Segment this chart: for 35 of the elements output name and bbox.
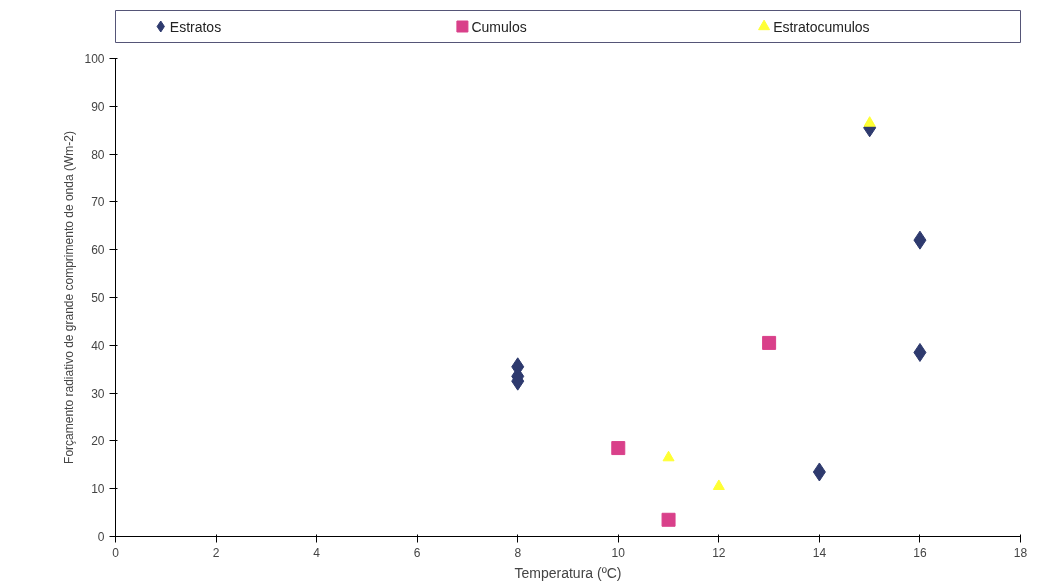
- y-tick-label: 90: [91, 99, 105, 114]
- y-tick-label: 70: [91, 195, 105, 210]
- point: [662, 450, 675, 462]
- x-tick-label: 2: [212, 545, 220, 560]
- point: [661, 512, 676, 527]
- x-tick-label: 14: [812, 545, 827, 560]
- y-tick-label: 100: [84, 52, 105, 66]
- legend-label: Estratos: [169, 18, 222, 35]
- y-tick-label: 60: [91, 243, 105, 258]
- x-tick-label: 4: [313, 545, 321, 560]
- x-tick-label: 16: [913, 545, 927, 560]
- point: [812, 462, 826, 482]
- point: [913, 342, 927, 362]
- x-tick-label: 12: [712, 545, 726, 560]
- point: [762, 335, 777, 350]
- x-axis-title: Temperatura (ºC): [514, 564, 622, 581]
- y-tick-label: 80: [91, 147, 105, 162]
- legend-label: Estratocumulos: [773, 18, 870, 35]
- y-tick-label: 40: [91, 338, 105, 353]
- x-tick-label: 10: [611, 545, 626, 560]
- legend-label: Cumulos: [471, 18, 527, 35]
- y-tick-label: 0: [97, 530, 105, 544]
- point: [913, 230, 927, 250]
- y-axis-title: Forçamento radiativo de grande comprimento de onda (Wm-2): [62, 131, 77, 464]
- x-tick-label: 18: [1013, 545, 1028, 560]
- point: [611, 441, 626, 456]
- x-tick-label: 0: [112, 545, 120, 560]
- point: [712, 479, 725, 490]
- y-tick-label: 50: [91, 291, 105, 305]
- y-tick-label: 30: [91, 386, 105, 401]
- y-tick-label: 20: [91, 434, 105, 449]
- point: [863, 116, 876, 127]
- x-tick-label: 6: [413, 545, 421, 560]
- x-tick-label: 8: [514, 545, 522, 560]
- y-tick-label: 10: [91, 482, 105, 497]
